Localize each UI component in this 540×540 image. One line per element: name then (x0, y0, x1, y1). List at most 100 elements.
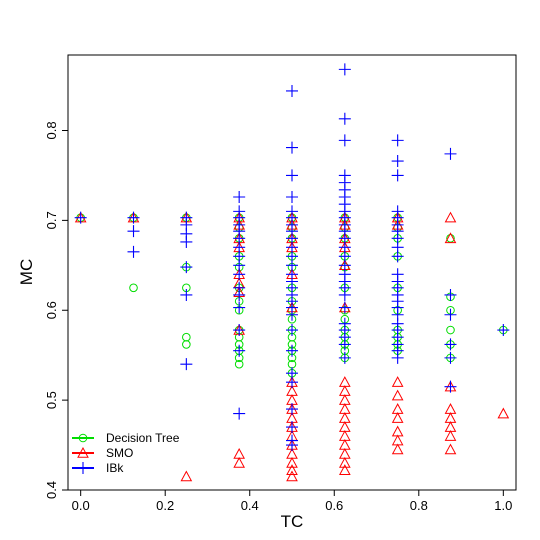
smo-point (338, 412, 351, 423)
x-tick-label: 0.8 (410, 498, 428, 513)
legend-marker-decision-tree (78, 433, 88, 443)
smo-point (391, 443, 404, 455)
ibk-point (286, 403, 298, 416)
ibk-point (286, 191, 298, 204)
smo-point (338, 376, 351, 387)
smo-point (338, 464, 351, 475)
x-tick-label: 0.4 (241, 498, 259, 513)
ibk-point (233, 268, 246, 281)
smo-point (338, 456, 351, 468)
y-tick-label: 0.6 (44, 301, 59, 319)
ibk-point (391, 155, 404, 168)
y-tick-label: 0.4 (44, 481, 59, 499)
ibk-point (180, 288, 193, 301)
ibk-point (286, 308, 298, 321)
decision-tree-point (234, 359, 244, 369)
ibk-point (233, 344, 246, 357)
ibk-point (286, 439, 298, 452)
x-tick-label: 0.0 (72, 498, 90, 513)
ibk-point (391, 351, 404, 364)
ibk-point (391, 169, 404, 182)
smo-point (444, 232, 457, 244)
ibk-point (286, 141, 298, 154)
ibk-point (233, 324, 246, 337)
smo-point (338, 394, 351, 405)
ibk-point (233, 301, 246, 314)
smo-point (338, 403, 351, 414)
smo-point (391, 425, 404, 437)
smo-point (286, 470, 298, 482)
smo-point (444, 443, 457, 455)
ibk-point (444, 147, 457, 160)
smo-point (444, 403, 457, 414)
legend-label-decision-tree: Decision Tree (106, 431, 180, 445)
smo-point (391, 434, 404, 446)
ibk-point (286, 84, 298, 97)
ibk-point (180, 261, 193, 274)
smo-point (233, 456, 246, 468)
x-tick-label: 1.0 (494, 498, 512, 513)
ibk-point (74, 211, 87, 224)
smo-point (391, 376, 404, 387)
smo-point (391, 412, 404, 423)
ibk-point (444, 380, 457, 393)
ibk-point (286, 421, 298, 434)
legend-label-ibk: IBk (106, 461, 124, 475)
decision-tree-point (182, 340, 191, 349)
smo-point (286, 456, 298, 468)
smo-point (391, 403, 404, 414)
decision-tree-point (446, 325, 455, 335)
smo-point (444, 211, 457, 223)
ibk-point (444, 288, 457, 301)
ibk-point (338, 301, 351, 314)
ibk-point (286, 376, 298, 389)
plot-frame (67, 54, 517, 491)
ibk-point (391, 250, 404, 263)
ibk-point (338, 134, 351, 147)
ibk-point (127, 225, 140, 238)
ibk-point (391, 134, 404, 147)
ibk-point (338, 351, 351, 364)
smo-point (338, 447, 351, 459)
x-tick-label: 0.2 (156, 498, 174, 513)
smo-point (233, 447, 246, 459)
ibk-point (338, 63, 351, 76)
smo-point (338, 385, 351, 396)
ibk-point (233, 191, 246, 204)
y-tick-label: 0.7 (44, 211, 59, 229)
y-axis: 0.4 0.5 0.6 0.7 0.8 (44, 121, 68, 499)
smo-point (444, 430, 457, 441)
smo-point (286, 464, 298, 475)
legend-marker-smo (77, 446, 89, 458)
smo-point (338, 439, 351, 450)
smo-point (286, 394, 298, 405)
ibk-point (338, 288, 351, 301)
decision-tree-point (182, 332, 191, 342)
smo-point (338, 421, 351, 432)
ibk-point (444, 308, 457, 321)
ibk-point (233, 407, 246, 420)
ibk-point (338, 338, 351, 351)
legend-label-smo: SMO (106, 446, 133, 460)
x-axis: 0.0 0.2 0.4 0.6 0.8 1.0 (72, 490, 512, 513)
ibk-point (180, 235, 193, 248)
ibk-point (286, 169, 298, 182)
y-tick-label: 0.8 (44, 121, 59, 139)
ibk-point (127, 245, 140, 258)
ibk-point (233, 288, 246, 301)
ibk-point (286, 324, 298, 337)
smo-point (444, 421, 457, 432)
legend-marker-ibk (77, 462, 89, 474)
smo-point (338, 430, 351, 441)
ibk-point (338, 112, 351, 125)
ibk-point (286, 344, 298, 357)
y-tick-label: 0.5 (44, 391, 59, 409)
y-axis-title: MC (17, 259, 36, 285)
smo-point (180, 470, 193, 482)
data-points (74, 63, 510, 482)
ibk-point (444, 338, 457, 351)
ibk-point (444, 351, 457, 364)
ibk-point (497, 324, 510, 337)
